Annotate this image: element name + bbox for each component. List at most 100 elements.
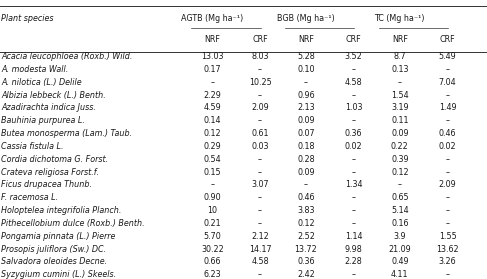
- Text: Cordia dichotoma G. Forst.: Cordia dichotoma G. Forst.: [1, 155, 108, 164]
- Text: –: –: [446, 270, 450, 279]
- Text: 0.36: 0.36: [345, 129, 362, 138]
- Text: 1.55: 1.55: [439, 232, 456, 241]
- Text: 4.59: 4.59: [204, 104, 221, 112]
- Text: 2.28: 2.28: [345, 258, 362, 266]
- Text: Acacia leucophloea (Roxb.) Wild.: Acacia leucophloea (Roxb.) Wild.: [1, 52, 132, 61]
- Text: NRF: NRF: [392, 35, 408, 44]
- Text: 0.07: 0.07: [297, 129, 315, 138]
- Text: 3.9: 3.9: [393, 232, 406, 241]
- Text: –: –: [304, 78, 308, 87]
- Text: Butea monosperma (Lam.) Taub.: Butea monosperma (Lam.) Taub.: [1, 129, 132, 138]
- Text: 0.39: 0.39: [391, 155, 409, 164]
- Text: –: –: [258, 65, 262, 74]
- Text: 2.12: 2.12: [251, 232, 269, 241]
- Text: 10: 10: [207, 206, 217, 215]
- Text: Prosopis juliflora (Sw.) DC.: Prosopis juliflora (Sw.) DC.: [1, 245, 106, 254]
- Text: 2.13: 2.13: [297, 104, 315, 112]
- Text: –: –: [352, 168, 356, 177]
- Text: 13.62: 13.62: [436, 245, 459, 254]
- Text: 30.22: 30.22: [201, 245, 224, 254]
- Text: 2.09: 2.09: [439, 181, 456, 189]
- Text: –: –: [446, 91, 450, 100]
- Text: 0.49: 0.49: [391, 258, 409, 266]
- Text: 13.03: 13.03: [201, 52, 224, 61]
- Text: 1.03: 1.03: [345, 104, 362, 112]
- Text: –: –: [258, 270, 262, 279]
- Text: 0.46: 0.46: [297, 193, 315, 202]
- Text: 0.09: 0.09: [391, 129, 409, 138]
- Text: BGB (Mg ha⁻¹): BGB (Mg ha⁻¹): [277, 14, 335, 23]
- Text: –: –: [352, 91, 356, 100]
- Text: 0.15: 0.15: [204, 168, 221, 177]
- Text: 0.11: 0.11: [391, 116, 409, 125]
- Text: Pongamia pinnata (L.) Pierre: Pongamia pinnata (L.) Pierre: [1, 232, 115, 241]
- Text: F. racemosa L.: F. racemosa L.: [1, 193, 58, 202]
- Text: –: –: [304, 181, 308, 189]
- Text: Holoptelea integrifolia Planch.: Holoptelea integrifolia Planch.: [1, 206, 121, 215]
- Text: 9.98: 9.98: [345, 245, 362, 254]
- Text: 8.03: 8.03: [251, 52, 269, 61]
- Text: 5.14: 5.14: [391, 206, 409, 215]
- Text: 3.52: 3.52: [345, 52, 362, 61]
- Text: 0.13: 0.13: [391, 65, 409, 74]
- Text: –: –: [258, 219, 262, 228]
- Text: TC (Mg ha⁻¹): TC (Mg ha⁻¹): [375, 14, 425, 23]
- Text: 1.34: 1.34: [345, 181, 362, 189]
- Text: 0.09: 0.09: [297, 168, 315, 177]
- Text: 1.14: 1.14: [345, 232, 362, 241]
- Text: –: –: [352, 65, 356, 74]
- Text: 0.16: 0.16: [391, 219, 409, 228]
- Text: 2.52: 2.52: [297, 232, 315, 241]
- Text: 0.28: 0.28: [297, 155, 315, 164]
- Text: 14.17: 14.17: [249, 245, 271, 254]
- Text: Albizia lebbeck (L.) Benth.: Albizia lebbeck (L.) Benth.: [1, 91, 106, 100]
- Text: –: –: [398, 181, 402, 189]
- Text: 6.23: 6.23: [204, 270, 221, 279]
- Text: Syzygium cumini (L.) Skeels.: Syzygium cumini (L.) Skeels.: [1, 270, 116, 279]
- Text: Bauhinia purpurea L.: Bauhinia purpurea L.: [1, 116, 85, 125]
- Text: AGTB (Mg ha⁻¹): AGTB (Mg ha⁻¹): [181, 14, 244, 23]
- Text: 0.02: 0.02: [345, 142, 362, 151]
- Text: –: –: [352, 155, 356, 164]
- Text: CRF: CRF: [346, 35, 361, 44]
- Text: –: –: [258, 206, 262, 215]
- Text: 0.65: 0.65: [391, 193, 409, 202]
- Text: Crateva religiosa Forst.f.: Crateva religiosa Forst.f.: [1, 168, 99, 177]
- Text: 5.28: 5.28: [297, 52, 315, 61]
- Text: Salvadora oleoides Decne.: Salvadora oleoides Decne.: [1, 258, 107, 266]
- Text: 2.29: 2.29: [204, 91, 221, 100]
- Text: 0.90: 0.90: [204, 193, 221, 202]
- Text: –: –: [352, 270, 356, 279]
- Text: A. nilotica (L.) Delile: A. nilotica (L.) Delile: [1, 78, 82, 87]
- Text: 0.22: 0.22: [391, 142, 409, 151]
- Text: 7.04: 7.04: [439, 78, 456, 87]
- Text: 0.17: 0.17: [204, 65, 221, 74]
- Text: 0.02: 0.02: [439, 142, 456, 151]
- Text: –: –: [352, 206, 356, 215]
- Text: 1.49: 1.49: [439, 104, 456, 112]
- Text: –: –: [258, 168, 262, 177]
- Text: Ficus drupacea Thunb.: Ficus drupacea Thunb.: [1, 181, 92, 189]
- Text: –: –: [210, 78, 214, 87]
- Text: –: –: [446, 206, 450, 215]
- Text: 0.18: 0.18: [297, 142, 315, 151]
- Text: 0.66: 0.66: [204, 258, 221, 266]
- Text: NRF: NRF: [205, 35, 220, 44]
- Text: NRF: NRF: [298, 35, 314, 44]
- Text: 5.70: 5.70: [204, 232, 221, 241]
- Text: 3.83: 3.83: [297, 206, 315, 215]
- Text: –: –: [446, 155, 450, 164]
- Text: A. modesta Wall.: A. modesta Wall.: [1, 65, 68, 74]
- Text: –: –: [446, 219, 450, 228]
- Text: –: –: [352, 116, 356, 125]
- Text: CRF: CRF: [440, 35, 455, 44]
- Text: CRF: CRF: [252, 35, 268, 44]
- Text: 0.12: 0.12: [204, 129, 221, 138]
- Text: 5.49: 5.49: [439, 52, 456, 61]
- Text: Plant species: Plant species: [1, 14, 54, 23]
- Text: –: –: [446, 193, 450, 202]
- Text: 0.21: 0.21: [204, 219, 221, 228]
- Text: 0.54: 0.54: [204, 155, 221, 164]
- Text: 0.09: 0.09: [297, 116, 315, 125]
- Text: –: –: [258, 193, 262, 202]
